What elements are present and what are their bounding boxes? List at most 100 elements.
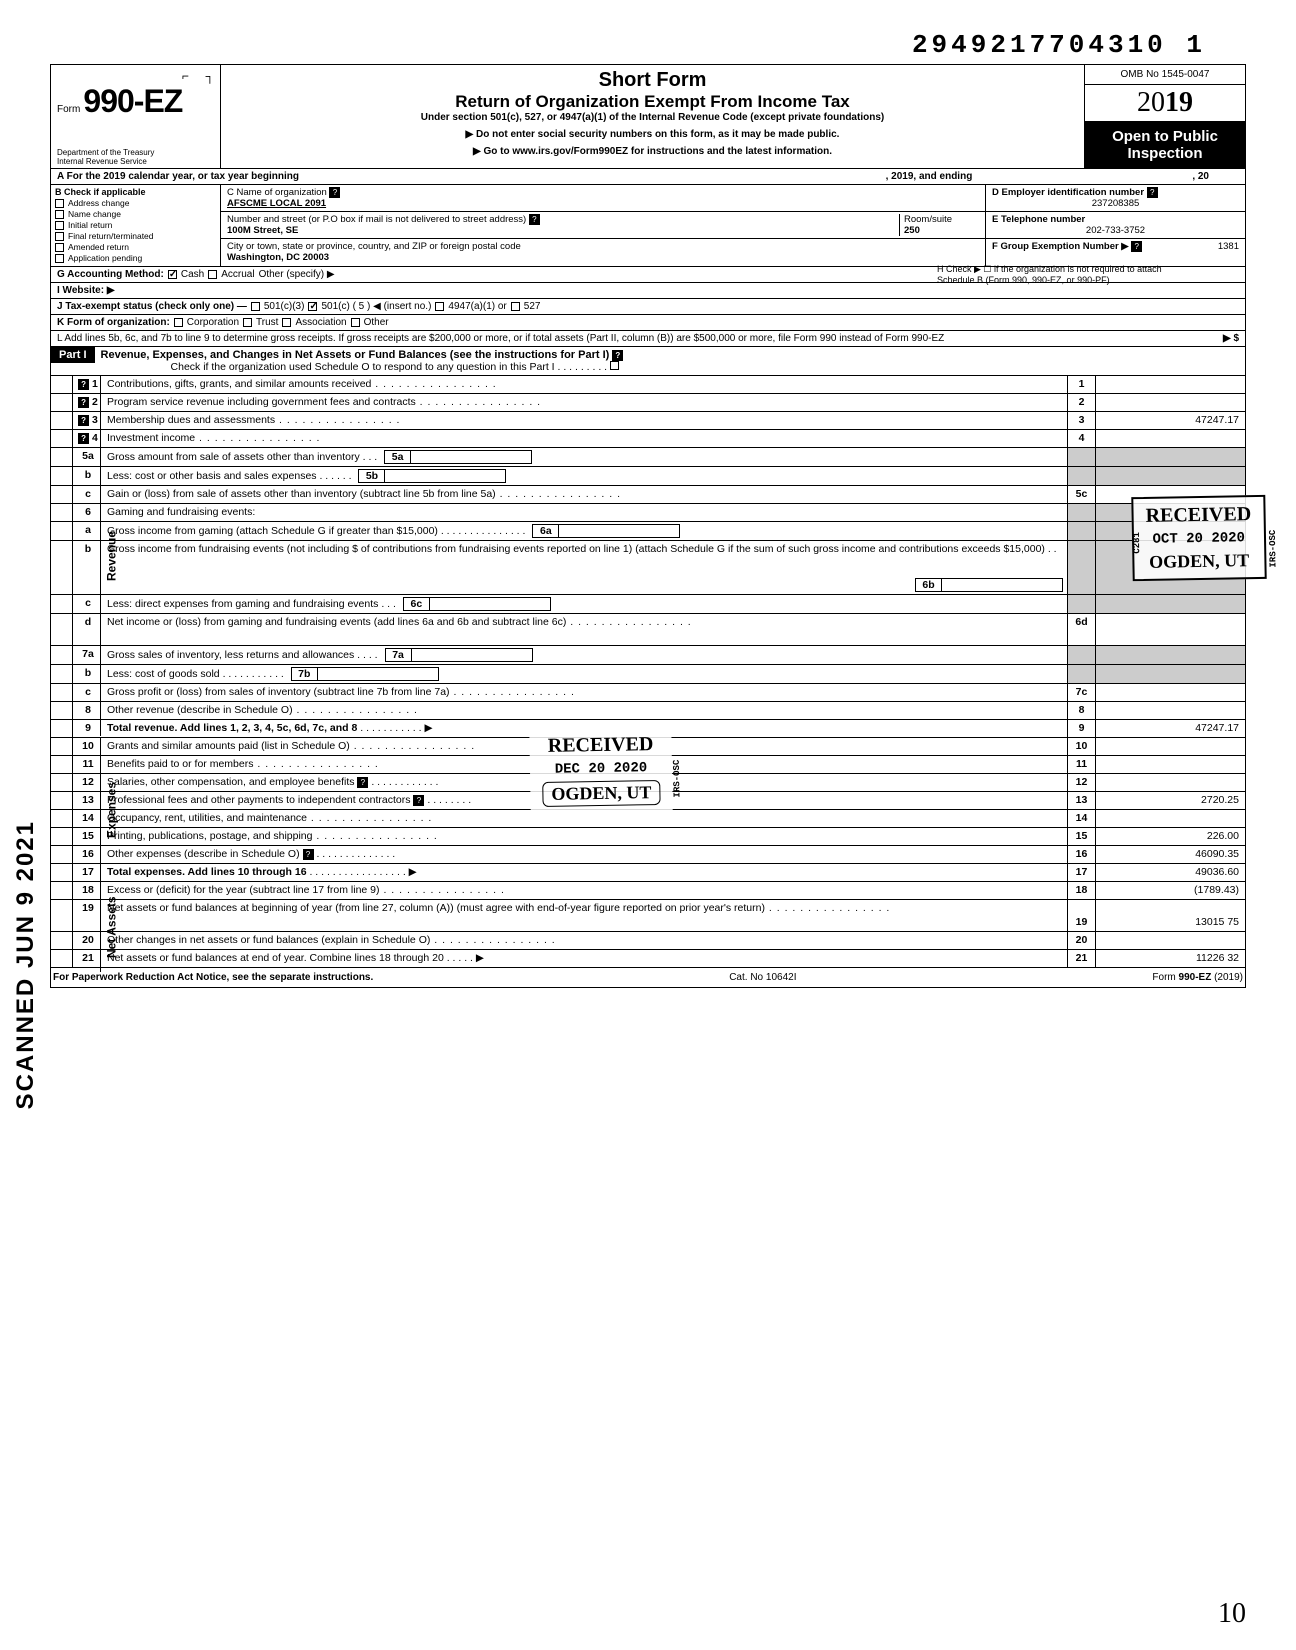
val-16: 46090.35	[1095, 846, 1245, 863]
help-icon[interactable]: ?	[612, 350, 623, 361]
page-mark: 10	[1218, 1598, 1246, 1630]
chk-trust[interactable]	[243, 318, 252, 327]
form-name: 990-EZ	[83, 83, 182, 119]
val-7c	[1095, 684, 1245, 701]
ln-19: 19	[73, 900, 103, 931]
chk-name-change[interactable]	[55, 210, 64, 219]
part1-header: Part I Revenue, Expenses, and Changes in…	[50, 347, 1246, 376]
ln-14: 14	[73, 810, 103, 827]
o-4947: 4947(a)(1) or	[448, 301, 506, 312]
num-20: 20	[1067, 932, 1095, 949]
line-9: Total revenue. Add lines 1, 2, 3, 4, 5c,…	[107, 722, 357, 734]
ln-5c: c	[73, 486, 103, 503]
num-4: 4	[1067, 430, 1095, 447]
return-title: Return of Organization Exempt From Incom…	[229, 92, 1076, 112]
box-6c: 6c	[404, 598, 430, 610]
row-i: I Website: ▶	[51, 283, 1245, 299]
chk-address-change[interactable]	[55, 199, 64, 208]
ln-5a: 5a	[73, 448, 103, 466]
chk-4947[interactable]	[435, 302, 444, 311]
column-de: D Employer identification number ? 23720…	[985, 185, 1245, 266]
help-icon[interactable]: ?	[78, 415, 89, 426]
stamp2-loc: OGDEN, UT	[542, 780, 660, 807]
group-label: F Group Exemption Number ▶	[992, 241, 1129, 252]
ln-6d: d	[73, 614, 103, 645]
help-icon[interactable]: ?	[1147, 187, 1158, 198]
accrual-label: Accrual	[221, 269, 254, 280]
help-icon[interactable]: ?	[529, 214, 540, 225]
help-icon[interactable]: ?	[78, 433, 89, 444]
ln-8: 8	[73, 702, 103, 719]
num-14: 14	[1067, 810, 1095, 827]
val-6d	[1095, 614, 1245, 645]
chk-pending[interactable]	[55, 254, 64, 263]
val-11	[1095, 756, 1245, 773]
chk-initial[interactable]	[55, 221, 64, 230]
row-a-left: A For the 2019 calendar year, or tax yea…	[57, 171, 299, 182]
help-icon[interactable]: ?	[1131, 241, 1142, 252]
chk-501c[interactable]	[308, 302, 317, 311]
ln-11: 11	[73, 756, 103, 773]
chk-accrual[interactable]	[208, 270, 217, 279]
ln-18: 18	[73, 882, 103, 899]
stamp1-side2: IRS-OSC	[1268, 530, 1279, 568]
city-label: City or town, state or province, country…	[227, 241, 521, 252]
opt-final: Final return/terminated	[68, 231, 154, 241]
help-icon[interactable]: ?	[303, 849, 314, 860]
chk-assoc[interactable]	[282, 318, 291, 327]
part1-sub: Check if the organization used Schedule …	[171, 361, 555, 373]
help-icon[interactable]: ?	[329, 187, 340, 198]
column-b: B Check if applicable Address change Nam…	[51, 185, 221, 266]
val-2	[1095, 394, 1245, 411]
row-h-text: H Check ▶ ☐ if the organization is not r…	[937, 264, 1189, 285]
line-2: Program service revenue including govern…	[103, 394, 1067, 411]
title-box: Short Form Return of Organization Exempt…	[221, 65, 1085, 168]
ln-6c: c	[73, 595, 103, 613]
o-corp: Corporation	[187, 317, 239, 328]
ln-7a: 7a	[73, 646, 103, 664]
ln-17: 17	[73, 864, 103, 881]
val-8	[1095, 702, 1245, 719]
ln-15: 15	[73, 828, 103, 845]
line-14: Occupancy, rent, utilities, and maintena…	[103, 810, 1067, 827]
chk-501c3[interactable]	[251, 302, 260, 311]
help-icon[interactable]: ?	[357, 777, 368, 788]
row-l-text: L Add lines 5b, 6c, and 7b to line 9 to …	[57, 333, 944, 344]
chk-other-org[interactable]	[351, 318, 360, 327]
o-501c: 501(c) ( 5 ) ◀ (insert no.)	[321, 301, 431, 312]
ln-13: 13	[73, 792, 103, 809]
chk-cash[interactable]	[168, 270, 177, 279]
num-2: 2	[1067, 394, 1095, 411]
num-5c: 5c	[1067, 486, 1095, 503]
line-6: Gaming and fundraising events:	[103, 504, 1067, 521]
num-1: 1	[1067, 376, 1095, 393]
chk-final[interactable]	[55, 232, 64, 241]
num-9: 9	[1067, 720, 1095, 737]
line-8: Other revenue (describe in Schedule O)	[103, 702, 1067, 719]
room-value: 250	[904, 225, 920, 236]
ln-5b: b	[73, 467, 103, 485]
stamp1-side: C281	[1132, 532, 1142, 554]
ein-value: 237208385	[992, 198, 1239, 209]
line-16: Other expenses (describe in Schedule O)	[107, 848, 300, 860]
chk-schedule-o[interactable]	[610, 361, 619, 370]
ssn-warning: ▶ Do not enter social security numbers o…	[229, 129, 1076, 140]
chk-amended[interactable]	[55, 243, 64, 252]
val-13: 2720.25	[1095, 792, 1245, 809]
num-17: 17	[1067, 864, 1095, 881]
form-id-box: ⌐ ┐ Form 990-EZ Department of the Treasu…	[51, 65, 221, 168]
chk-corp[interactable]	[174, 318, 183, 327]
help-icon[interactable]: ?	[78, 379, 89, 390]
chk-527[interactable]	[511, 302, 520, 311]
help-icon[interactable]: ?	[413, 795, 424, 806]
line-7a: Gross sales of inventory, less returns a…	[107, 649, 354, 661]
num-15: 15	[1067, 828, 1095, 845]
val-9: 47247.17	[1095, 720, 1245, 737]
val-19: 13015 75	[1095, 900, 1245, 931]
help-icon[interactable]: ?	[78, 397, 89, 408]
line-6d: Net income or (loss) from gaming and fun…	[103, 614, 1067, 645]
netassets-section: Net Assets 18Excess or (deficit) for the…	[50, 882, 1246, 968]
box-5b: 5b	[359, 470, 385, 482]
box-6b: 6b	[916, 579, 942, 591]
row-k: K Form of organization: Corporation Trus…	[51, 315, 1245, 331]
